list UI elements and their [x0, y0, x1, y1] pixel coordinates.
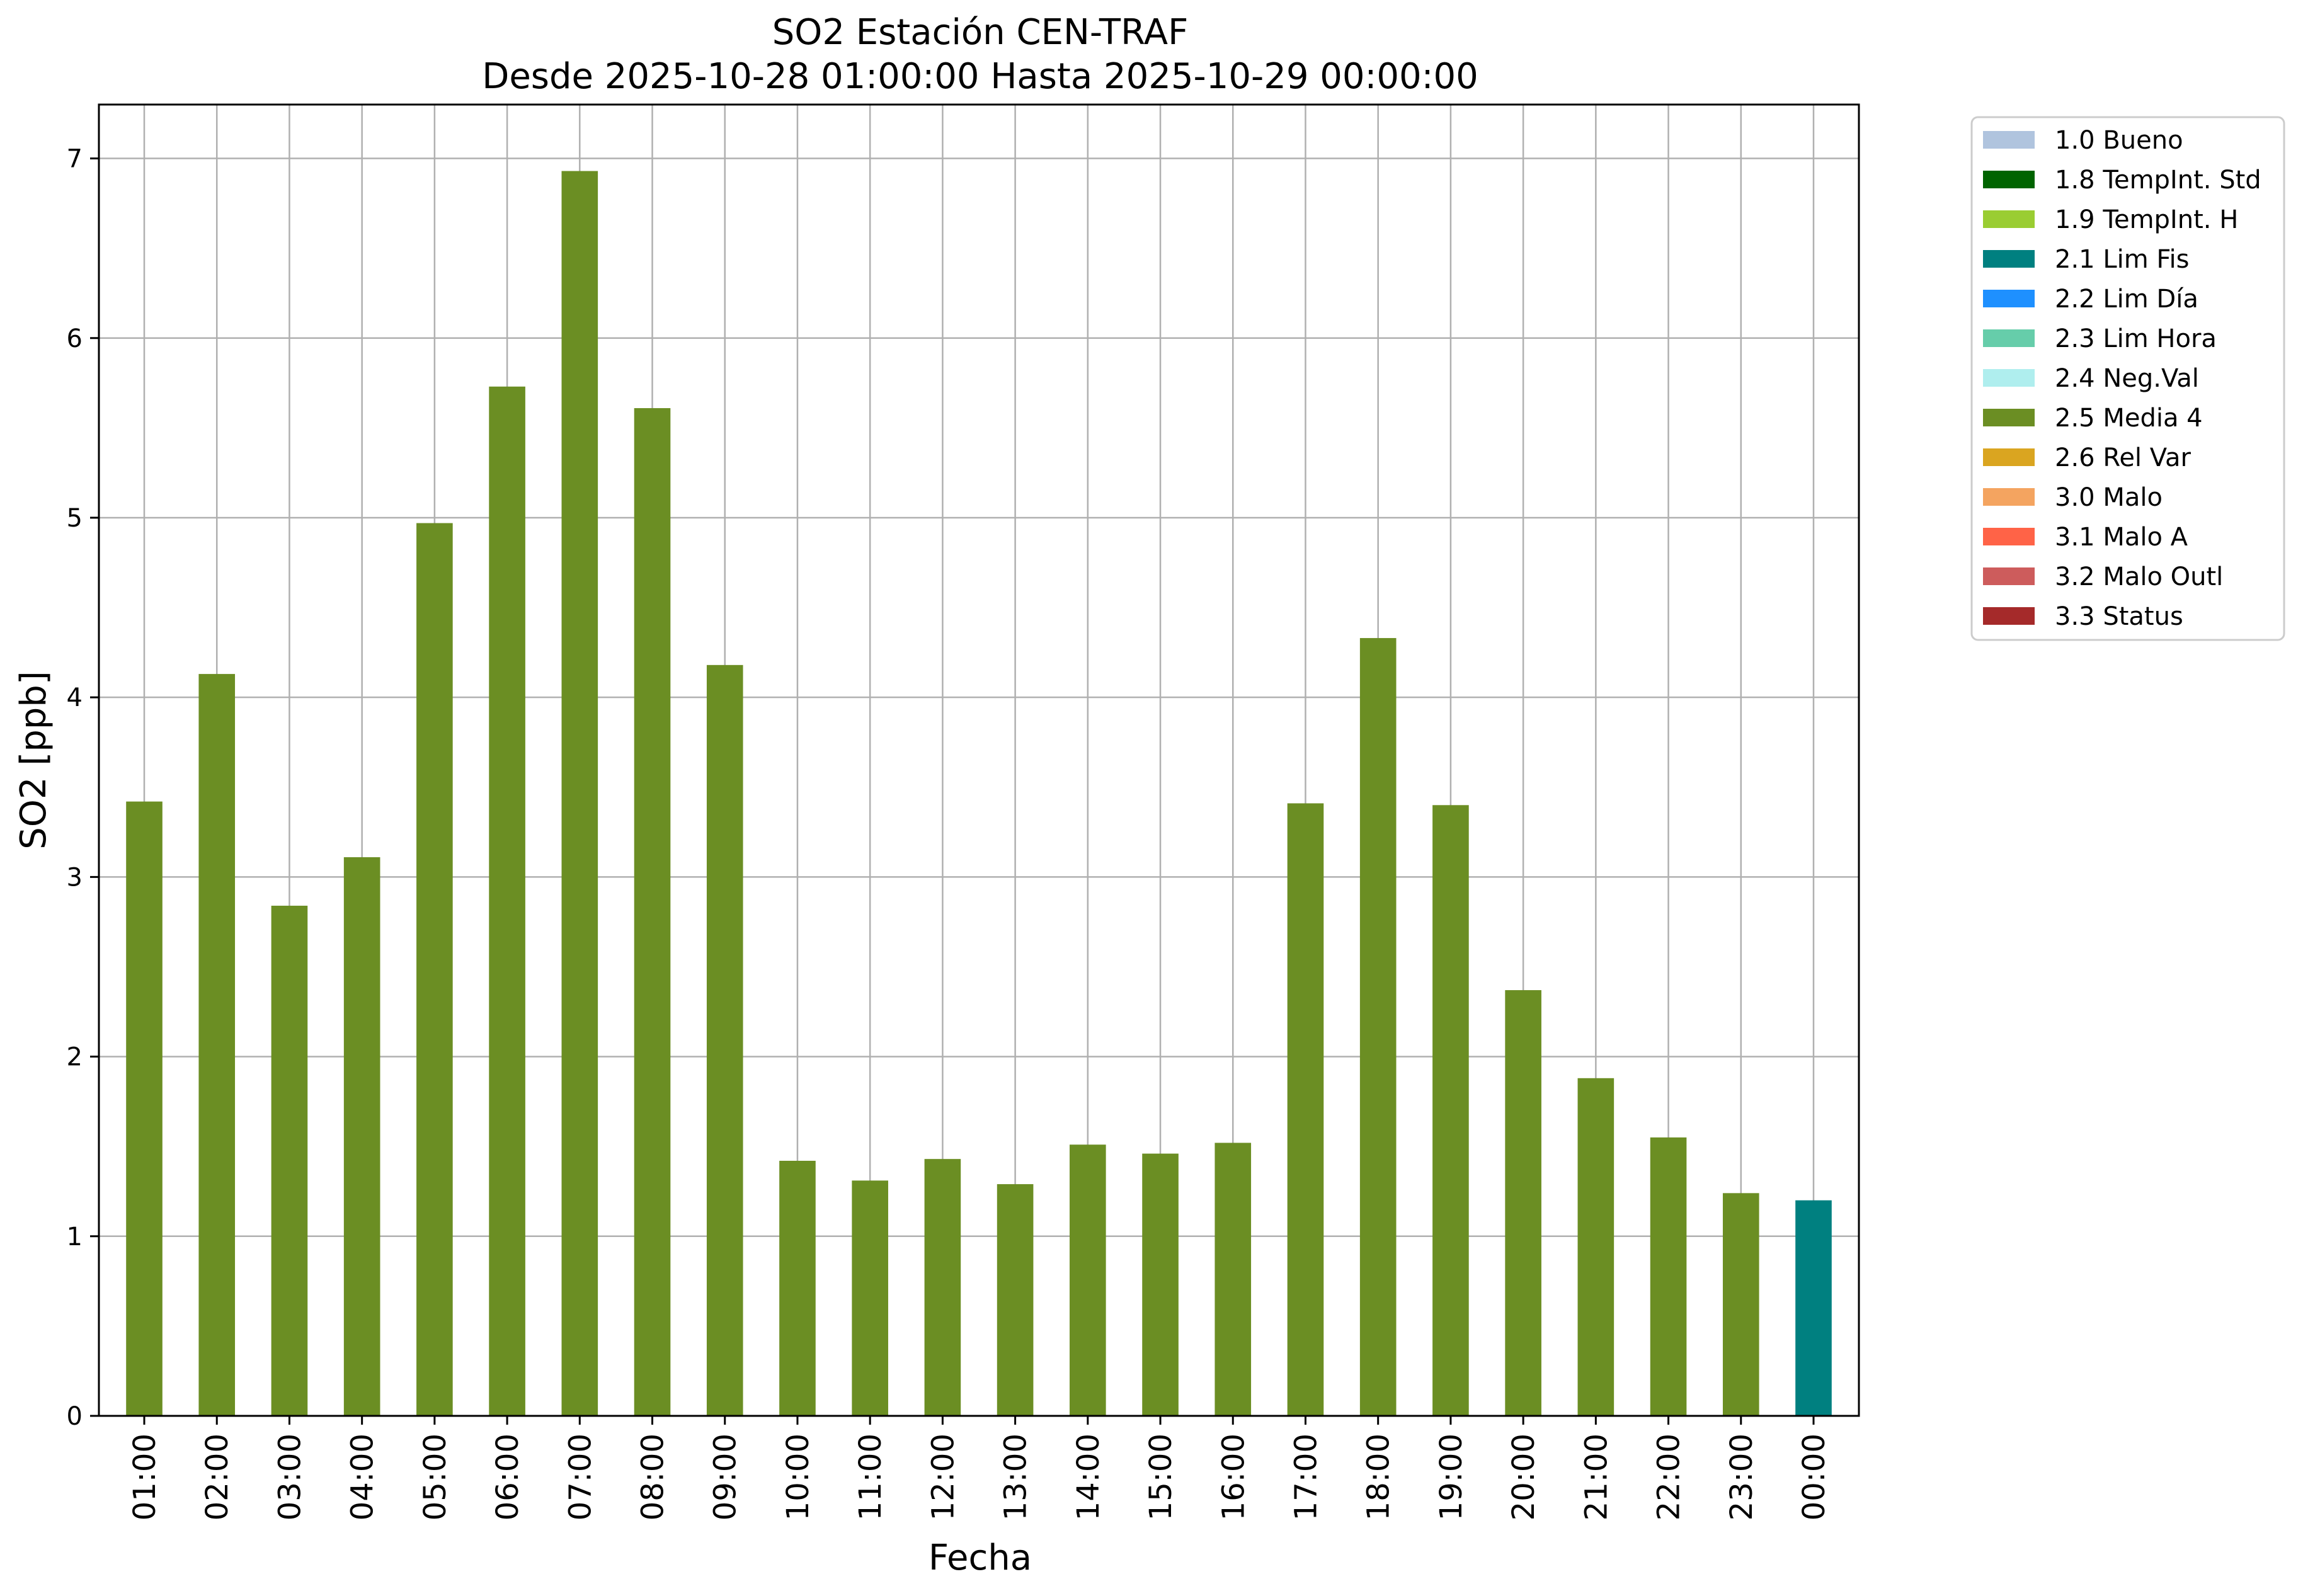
bar-16:00 — [1214, 1143, 1252, 1416]
x-tick-label: 13:00 — [998, 1434, 1034, 1520]
y-tick-label: 0 — [67, 1402, 83, 1431]
x-tick-label: 22:00 — [1652, 1434, 1687, 1520]
x-tick-label: 06:00 — [490, 1434, 525, 1520]
legend-label: 3.3 Status — [2055, 602, 2183, 631]
x-tick-label: 16:00 — [1216, 1434, 1251, 1520]
x-tick-label: 19:00 — [1434, 1434, 1469, 1520]
legend-swatch-3.1 — [1983, 528, 2035, 545]
legend-label: 2.6 Rel Var — [2055, 443, 2192, 472]
bar-03:00 — [271, 906, 308, 1416]
x-tick-label: 07:00 — [563, 1434, 598, 1520]
x-tick-label: 10:00 — [780, 1434, 816, 1520]
legend-swatch-2.2 — [1983, 290, 2035, 307]
chart-title: SO2 Estación CEN-TRAF — [772, 12, 1189, 53]
bar-05:00 — [416, 523, 453, 1416]
chart-subtitle: Desde 2025-10-28 01:00:00 Hasta 2025-10-… — [482, 56, 1478, 97]
y-tick-label: 4 — [67, 683, 83, 712]
legend-label: 2.1 Lim Fis — [2055, 245, 2189, 274]
legend-swatch-3.0 — [1983, 488, 2035, 506]
legend-swatch-2.3 — [1983, 329, 2035, 347]
y-tick-label: 2 — [67, 1043, 83, 1072]
y-axis-label: SO2 [ppb] — [13, 671, 54, 849]
legend-items: 1.0 Bueno 1.8 TempInt. Std 1.9 TempInt. H 2… — [1983, 126, 2261, 631]
bar-08:00 — [634, 408, 671, 1416]
legend-swatch-3.3 — [1983, 607, 2035, 625]
y-tick-label: 6 — [67, 324, 83, 353]
legend-label: 2.5 Media 4 — [2055, 404, 2203, 433]
bar-06:00 — [489, 386, 525, 1416]
x-tick-label: 05:00 — [418, 1434, 453, 1520]
bar-22:00 — [1650, 1137, 1687, 1416]
legend-label: 1.0 Bueno — [2055, 126, 2183, 155]
x-tick-label: 00:00 — [1797, 1434, 1832, 1520]
x-tick-label: 04:00 — [345, 1434, 380, 1520]
bar-15:00 — [1142, 1153, 1179, 1416]
legend-label: 3.0 Malo — [2055, 483, 2163, 512]
legend-swatch-2.5 — [1983, 409, 2035, 426]
x-tick-label: 01:00 — [127, 1434, 163, 1520]
legend-label: 2.2 Lim Día — [2055, 285, 2198, 314]
y-axis-ticks: 0 1 2 3 4 5 6 7 — [67, 145, 99, 1431]
x-tick-label: 20:00 — [1506, 1434, 1541, 1520]
bar-23:00 — [1722, 1193, 1759, 1416]
y-tick-label: 3 — [67, 863, 83, 892]
x-tick-label: 03:00 — [272, 1434, 307, 1520]
x-tick-label: 18:00 — [1361, 1434, 1397, 1520]
legend-label: 3.2 Malo Outl — [2055, 562, 2223, 591]
bar-20:00 — [1505, 990, 1541, 1416]
x-tick-label: 21:00 — [1579, 1434, 1614, 1520]
x-tick-label: 02:00 — [200, 1434, 235, 1520]
legend-swatch-1.0 — [1983, 131, 2035, 149]
bar-02:00 — [198, 674, 236, 1416]
y-tick-label: 7 — [67, 145, 83, 174]
legend-label: 2.4 Neg.Val — [2055, 364, 2199, 393]
x-tick-label: 12:00 — [925, 1434, 961, 1520]
x-axis-label: Fecha — [929, 1537, 1032, 1578]
bar-21:00 — [1577, 1078, 1614, 1416]
x-tick-label: 14:00 — [1071, 1434, 1106, 1520]
legend-frame — [1970, 116, 2285, 641]
legend: 1.0 Bueno 1.8 TempInt. Std 1.9 TempInt. H 2… — [1970, 116, 2285, 641]
legend-label: 1.9 TempInt. H — [2055, 205, 2238, 234]
bar-10:00 — [779, 1161, 816, 1416]
y-tick-label: 1 — [67, 1223, 83, 1251]
legend-swatch-1.8 — [1983, 171, 2035, 188]
legend-label: 2.3 Lim Hora — [2055, 324, 2217, 353]
x-tick-label: 17:00 — [1288, 1434, 1323, 1520]
bar-12:00 — [924, 1159, 961, 1416]
bar-14:00 — [1070, 1144, 1106, 1416]
bar-07:00 — [561, 171, 598, 1416]
legend-swatch-2.4 — [1983, 369, 2035, 387]
bar-04:00 — [343, 857, 380, 1416]
bars — [126, 171, 1832, 1416]
x-tick-label: 15:00 — [1143, 1434, 1179, 1520]
bar-09:00 — [706, 664, 743, 1416]
x-axis-ticks: 01:00 02:00 03:00 04:00 05:00 06:00 07:00 08:00… — [127, 1416, 1832, 1520]
legend-label: 3.1 Malo A — [2055, 523, 2188, 552]
bar-01:00 — [126, 801, 163, 1416]
bar-18:00 — [1359, 638, 1397, 1416]
x-tick-label: 08:00 — [636, 1434, 671, 1520]
legend-swatch-2.1 — [1983, 250, 2035, 268]
legend-label: 1.8 TempInt. Std — [2055, 166, 2261, 195]
bar-11:00 — [852, 1180, 888, 1416]
bar-13:00 — [997, 1184, 1034, 1416]
bar-19:00 — [1432, 805, 1469, 1416]
legend-swatch-3.2 — [1983, 567, 2035, 585]
y-tick-label: 5 — [67, 504, 83, 533]
x-tick-label: 09:00 — [708, 1434, 743, 1520]
plot-frame — [98, 103, 1860, 1417]
legend-swatch-2.6 — [1983, 448, 2035, 466]
bar-00:00 — [1795, 1200, 1832, 1416]
x-tick-label: 11:00 — [853, 1434, 888, 1520]
legend-swatch-1.9 — [1983, 210, 2035, 228]
x-tick-label: 23:00 — [1724, 1434, 1759, 1520]
bar-17:00 — [1287, 803, 1324, 1416]
